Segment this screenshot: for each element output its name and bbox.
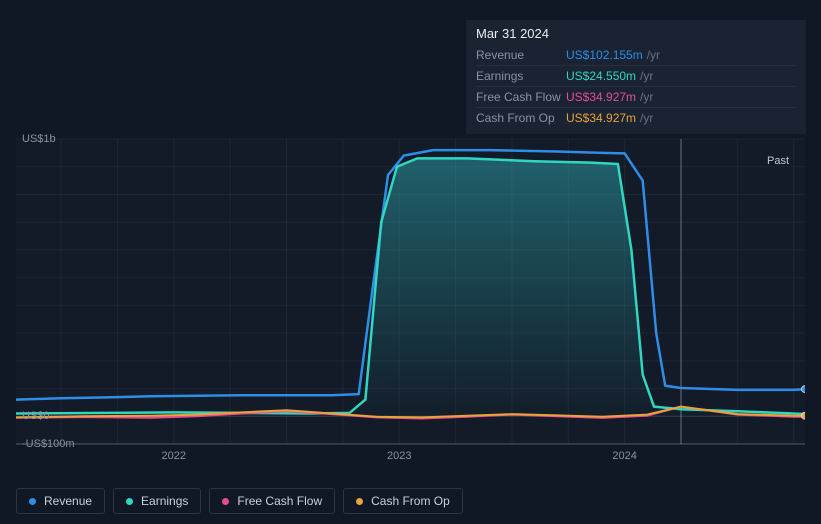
legend-label: Revenue — [44, 494, 92, 508]
legend-label: Free Cash Flow — [237, 494, 322, 508]
y-axis-label: -US$100m — [22, 438, 75, 450]
legend: Revenue Earnings Free Cash Flow Cash From O… — [16, 488, 463, 514]
tooltip-metric-suffix: /yr — [640, 69, 653, 83]
legend-dot — [222, 498, 229, 505]
chart-tooltip: Mar 31 2024 RevenueUS$102.155m/yrEarning… — [466, 20, 806, 134]
y-axis-label: US$0 — [22, 410, 50, 422]
legend-label: Cash From Op — [371, 494, 450, 508]
legend-dot — [126, 498, 133, 505]
x-axis-label: 2022 — [162, 450, 186, 462]
past-label: Past — [767, 155, 789, 167]
tooltip-date: Mar 31 2024 — [476, 26, 796, 41]
tooltip-row: EarningsUS$24.550m/yr — [476, 66, 796, 87]
legend-toggle[interactable]: Earnings — [113, 488, 201, 514]
tooltip-metric-value: US$34.927m — [566, 111, 636, 125]
tooltip-metric-label: Earnings — [476, 69, 566, 83]
y-axis-label: US$1b — [22, 133, 56, 145]
tooltip-row: Cash From OpUS$34.927m/yr — [476, 108, 796, 128]
x-axis-label: 2024 — [612, 450, 636, 462]
tooltip-rows: RevenueUS$102.155m/yrEarningsUS$24.550m/… — [476, 45, 796, 128]
tooltip-metric-suffix: /yr — [640, 90, 653, 104]
legend-dot — [356, 498, 363, 505]
legend-toggle[interactable]: Free Cash Flow — [209, 488, 335, 514]
tooltip-metric-suffix: /yr — [640, 111, 653, 125]
legend-toggle[interactable]: Revenue — [16, 488, 105, 514]
chart-area: US$1b US$0 -US$100m 2022 2023 2024 Past — [16, 125, 805, 464]
legend-toggle[interactable]: Cash From Op — [343, 488, 463, 514]
tooltip-metric-label: Revenue — [476, 48, 566, 62]
tooltip-metric-label: Free Cash Flow — [476, 90, 566, 104]
tooltip-metric-suffix: /yr — [647, 48, 660, 62]
tooltip-metric-value: US$24.550m — [566, 69, 636, 83]
tooltip-row: RevenueUS$102.155m/yr — [476, 45, 796, 66]
x-axis-label: 2023 — [387, 450, 411, 462]
legend-dot — [29, 498, 36, 505]
legend-label: Earnings — [141, 494, 188, 508]
tooltip-metric-value: US$102.155m — [566, 48, 643, 62]
chart-svg — [16, 125, 805, 464]
tooltip-metric-label: Cash From Op — [476, 111, 566, 125]
tooltip-row: Free Cash FlowUS$34.927m/yr — [476, 87, 796, 108]
tooltip-metric-value: US$34.927m — [566, 90, 636, 104]
